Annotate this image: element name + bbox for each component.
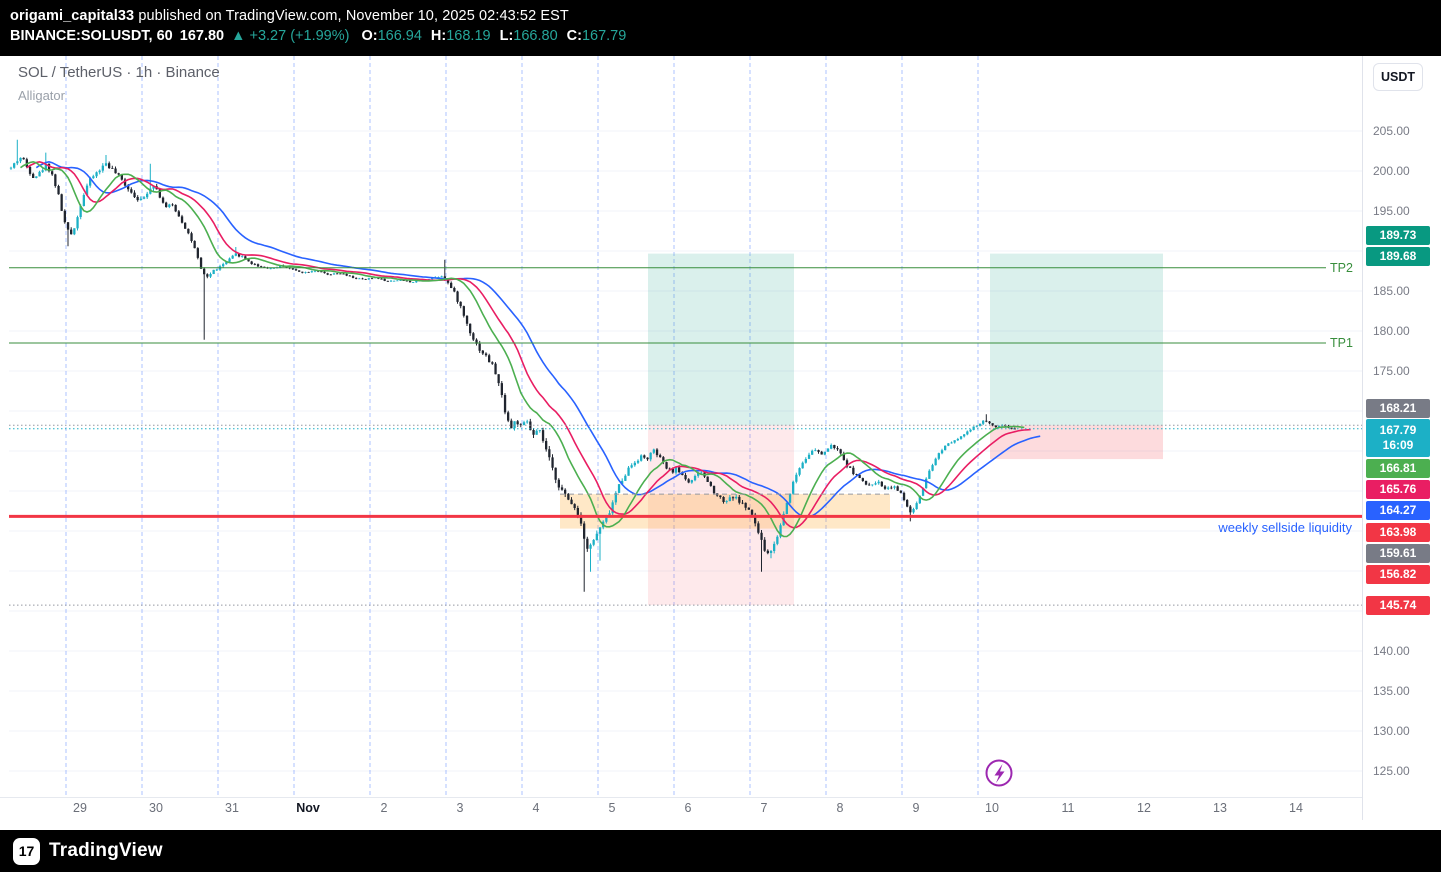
price-badge-166.81: 166.81 [1366, 458, 1430, 478]
time-label-2: 2 [380, 801, 388, 815]
time-axis-separator [0, 797, 1362, 798]
price-tick-200.00: 200.00 [1373, 164, 1410, 178]
price-tick-135.00: 135.00 [1373, 684, 1410, 698]
last-price: 167.80 [179, 28, 225, 44]
price-axis-separator [1362, 56, 1363, 820]
price-badge-164.27: 164.27 [1366, 500, 1430, 520]
symbol-info-bar: BINANCE:SOLUSDT, 60 167.80 ▲ +3.27 (+1.9… [10, 28, 1441, 44]
time-label-9: 9 [912, 801, 920, 815]
time-label-10: 10 [985, 801, 999, 815]
price-change: ▲ +3.27 (+1.99%) [231, 28, 350, 44]
tp1-label: TP1 [1330, 336, 1353, 350]
price-badge-189.68: 189.68 [1366, 246, 1430, 266]
price-tick-195.00: 195.00 [1373, 204, 1410, 218]
price-badge-159.61: 159.61 [1366, 543, 1430, 563]
lightning-icon[interactable] [985, 759, 1013, 787]
time-label-6: 6 [684, 801, 692, 815]
price-badge-189.73: 189.73 [1366, 225, 1430, 245]
indicator-label: Alligator [18, 88, 65, 103]
price-tick-180.00: 180.00 [1373, 324, 1410, 338]
price-tick-175.00: 175.00 [1373, 364, 1410, 378]
price-tick-185.00: 185.00 [1373, 284, 1410, 298]
published-text: published on TradingView.com, November 1… [138, 8, 569, 24]
tp2-label: TP2 [1330, 260, 1353, 275]
close-value: C:167.79 [566, 28, 627, 44]
long-2-profit-zone [990, 253, 1163, 426]
tradingview-brand[interactable]: TradingView [49, 840, 163, 861]
alligator-lips [20, 160, 1025, 538]
price-badge-145.74: 145.74 [1366, 595, 1430, 615]
long-1-profit-zone [648, 253, 794, 426]
price-tick-130.00: 130.00 [1373, 724, 1410, 738]
published-line: origami_capital33 published on TradingVi… [10, 8, 1441, 24]
currency-button[interactable]: USDT [1373, 63, 1423, 91]
badge-countdown: 16:09 [1382, 438, 1414, 452]
price-tick-140.00: 140.00 [1373, 644, 1410, 658]
price-badge-167.79: 167.79 16:09 [1366, 419, 1430, 457]
alligator-teeth [26, 160, 1031, 529]
price-tick-125.00: 125.00 [1373, 764, 1410, 778]
author-name: origami_capital33 [10, 8, 135, 24]
open-value: O:166.94 [361, 28, 422, 44]
time-axis[interactable]: 29 30 31 Nov 2 3 4 5 6 7 8 9 10 11 12 13 14 [0, 801, 1362, 819]
price-badge-165.76: 165.76 [1366, 479, 1430, 499]
time-label-29: 29 [73, 801, 87, 815]
badge-price: 167.79 [1379, 423, 1417, 437]
footer: 17 TradingView [0, 830, 1441, 872]
price-badge-156.82: 156.82 [1366, 564, 1430, 584]
tradingview-logo[interactable]: 17 [13, 837, 40, 865]
high-value: H:168.19 [430, 28, 491, 44]
time-label-Nov: Nov [296, 801, 320, 815]
time-label-14: 14 [1289, 801, 1303, 815]
time-label-12: 12 [1137, 801, 1151, 815]
time-label-4: 4 [532, 801, 540, 815]
time-label-30: 30 [149, 801, 163, 815]
time-label-31: 31 [225, 801, 239, 815]
price-badge-168.21: 168.21 [1366, 398, 1430, 418]
price-badge-163.98: 163.98 [1366, 522, 1430, 542]
time-label-5: 5 [608, 801, 616, 815]
time-label-3: 3 [456, 801, 464, 815]
liquidity-label: weekly sellside liquidity [1218, 520, 1352, 536]
time-label-7: 7 [760, 801, 768, 815]
time-label-11: 11 [1061, 801, 1075, 815]
time-label-13: 13 [1213, 801, 1227, 815]
symbol-interval: BINANCE:SOLUSDT, 60 [10, 28, 173, 44]
low-value: L:166.80 [499, 28, 558, 44]
price-tick-205.00: 205.00 [1373, 124, 1410, 138]
share-header: origami_capital33 published on TradingVi… [0, 0, 1441, 56]
time-label-8: 8 [836, 801, 844, 815]
chart-title: SOL / TetherUS · 1h · Binance [18, 64, 220, 81]
